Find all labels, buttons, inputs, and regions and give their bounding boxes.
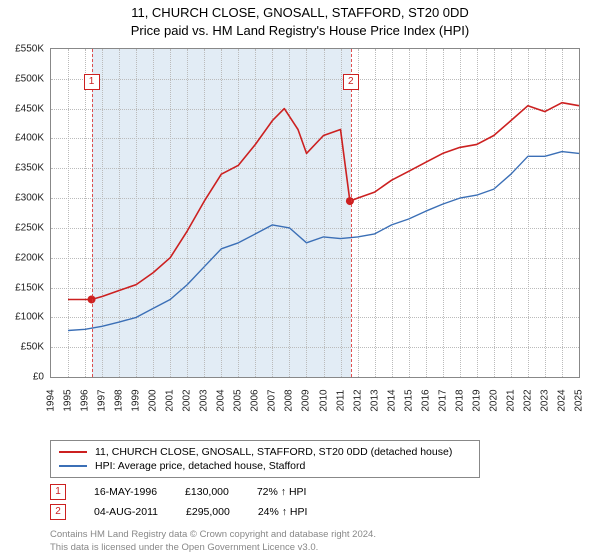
sale-delta: 72% ↑ HPI <box>257 486 307 498</box>
x-tick-label: 1999 <box>131 389 142 411</box>
title-line-1: 11, CHURCH CLOSE, GNOSALL, STAFFORD, ST2… <box>0 4 600 22</box>
y-tick-label: £400K <box>0 133 44 144</box>
y-tick-label: £250K <box>0 222 44 233</box>
x-tick-label: 1997 <box>97 389 108 411</box>
y-tick-label: £0 <box>0 372 44 383</box>
sale-row: 2 04-AUG-2011 £295,000 24% ↑ HPI <box>50 504 307 520</box>
sale-date: 16-MAY-1996 <box>94 486 157 498</box>
sale-marker-line <box>351 49 352 377</box>
sale-badge: 2 <box>50 504 66 520</box>
legend-item: 11, CHURCH CLOSE, GNOSALL, STAFFORD, ST2… <box>59 445 471 459</box>
series-price_paid <box>68 103 579 300</box>
legend: 11, CHURCH CLOSE, GNOSALL, STAFFORD, ST2… <box>50 440 480 478</box>
x-tick-label: 1998 <box>114 389 125 411</box>
footer: Contains HM Land Registry data © Crown c… <box>50 529 376 554</box>
y-tick-label: £450K <box>0 103 44 114</box>
plot-area: 12 <box>50 48 580 378</box>
legend-label: 11, CHURCH CLOSE, GNOSALL, STAFFORD, ST2… <box>95 446 452 458</box>
x-tick-label: 2003 <box>199 389 210 411</box>
x-tick-label: 2010 <box>318 389 329 411</box>
sale-date: 04-AUG-2011 <box>94 506 158 518</box>
sale-badge: 1 <box>50 484 66 500</box>
x-tick-label: 2021 <box>505 389 516 411</box>
x-tick-label: 2025 <box>574 389 585 411</box>
chart-area: 12 <box>50 48 580 408</box>
x-tick-label: 2018 <box>454 389 465 411</box>
x-tick-label: 2000 <box>148 389 159 411</box>
x-tick-label: 2013 <box>369 389 380 411</box>
x-tick-label: 2005 <box>233 389 244 411</box>
footer-line-1: Contains HM Land Registry data © Crown c… <box>50 529 376 541</box>
sale-marker-line <box>92 49 93 377</box>
x-tick-label: 2014 <box>386 389 397 411</box>
legend-item: HPI: Average price, detached house, Staf… <box>59 459 471 473</box>
chart-container: 11, CHURCH CLOSE, GNOSALL, STAFFORD, ST2… <box>0 0 600 560</box>
y-tick-label: £300K <box>0 193 44 204</box>
x-tick-label: 2008 <box>284 389 295 411</box>
x-tick-label: 2016 <box>420 389 431 411</box>
x-tick-label: 1995 <box>63 389 74 411</box>
chart-title: 11, CHURCH CLOSE, GNOSALL, STAFFORD, ST2… <box>0 0 600 39</box>
x-tick-label: 2001 <box>165 389 176 411</box>
y-tick-label: £150K <box>0 282 44 293</box>
sale-delta: 24% ↑ HPI <box>258 506 308 518</box>
y-tick-label: £500K <box>0 73 44 84</box>
x-tick-label: 2006 <box>250 389 261 411</box>
sale-row: 1 16-MAY-1996 £130,000 72% ↑ HPI <box>50 484 306 500</box>
sale-marker-badge: 2 <box>343 74 359 90</box>
x-tick-label: 2015 <box>403 389 414 411</box>
series-hpi <box>68 152 579 331</box>
y-tick-label: £550K <box>0 44 44 55</box>
x-tick-label: 2020 <box>488 389 499 411</box>
y-tick-label: £50K <box>0 342 44 353</box>
x-tick-label: 2009 <box>301 389 312 411</box>
y-tick-label: £350K <box>0 163 44 174</box>
x-tick-label: 1996 <box>80 389 91 411</box>
legend-swatch <box>59 465 87 467</box>
legend-label: HPI: Average price, detached house, Staf… <box>95 460 305 472</box>
x-tick-label: 2004 <box>216 389 227 411</box>
title-line-2: Price paid vs. HM Land Registry's House … <box>0 22 600 40</box>
x-tick-label: 1994 <box>46 389 57 411</box>
x-tick-label: 2007 <box>267 389 278 411</box>
x-tick-label: 2023 <box>539 389 550 411</box>
y-tick-label: £200K <box>0 252 44 263</box>
x-tick-label: 2022 <box>522 389 533 411</box>
footer-line-2: This data is licensed under the Open Gov… <box>50 542 376 554</box>
x-tick-label: 2011 <box>335 390 346 412</box>
y-tick-label: £100K <box>0 312 44 323</box>
sale-price: £295,000 <box>186 506 230 518</box>
x-tick-label: 2012 <box>352 389 363 411</box>
x-tick-label: 2024 <box>556 389 567 411</box>
series-svg <box>51 49 579 377</box>
legend-swatch <box>59 451 87 453</box>
x-tick-label: 2019 <box>471 389 482 411</box>
x-tick-label: 2002 <box>182 389 193 411</box>
x-tick-label: 2017 <box>437 389 448 411</box>
sale-price: £130,000 <box>185 486 229 498</box>
sale-marker-badge: 1 <box>84 74 100 90</box>
